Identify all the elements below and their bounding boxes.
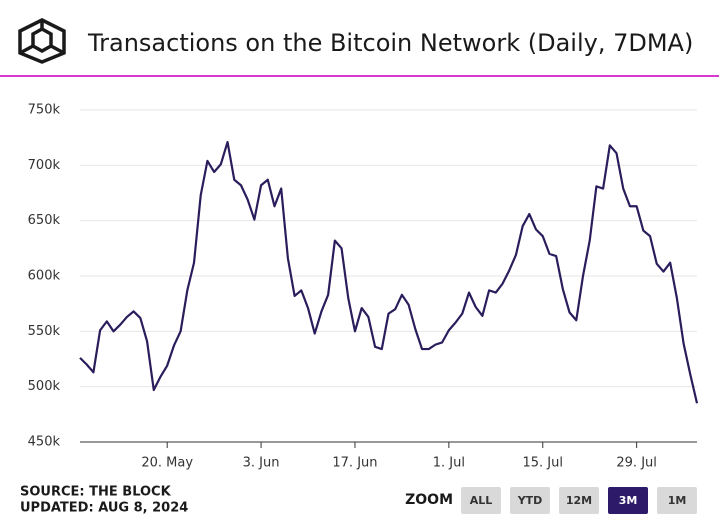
zoom-button-label[interactable]: 3M — [619, 494, 638, 507]
zoom-button-bg[interactable] — [559, 487, 599, 514]
x-tick-label: 29. Jul — [616, 456, 657, 471]
zoom-button-label[interactable]: YTD — [517, 494, 543, 507]
data-line — [79, 140, 699, 404]
zoom-button-bg[interactable] — [461, 487, 501, 514]
zoom-button-bg[interactable] — [510, 487, 550, 514]
zoom-label: ZOOM — [405, 492, 453, 508]
y-tick-label: 750k — [28, 103, 61, 118]
title: Transactions on the Bitcoin Network (Dai… — [87, 29, 693, 57]
zoom-button[interactable]: YTD — [510, 487, 550, 514]
y-tick-label: 700k — [28, 158, 61, 173]
x-tick-label: 1. Jul — [433, 456, 465, 471]
y-tick-label: 500k — [28, 379, 61, 394]
zoom-button-label[interactable]: 1M — [668, 494, 687, 507]
zoom-button-bg[interactable] — [657, 487, 697, 514]
y-tick-label: 550k — [28, 324, 61, 339]
x-tick-label: 3. Jun — [243, 456, 280, 471]
zoom-button-label[interactable]: 12M — [566, 494, 592, 507]
x-tick-label: 15. Jul — [523, 456, 564, 471]
zoom-button[interactable]: ALL — [461, 487, 501, 514]
zoom-button[interactable]: 12M — [559, 487, 599, 514]
updated: UPDATED: AUG 8, 2024 — [20, 501, 188, 516]
zoom-button-label[interactable]: ALL — [470, 494, 493, 507]
zoom-button[interactable]: 1M — [657, 487, 697, 514]
y-tick-label: 650k — [28, 213, 61, 228]
y-tick-label: 450k — [28, 435, 61, 450]
zoom-button-bg[interactable] — [608, 487, 648, 514]
x-tick-label: 20. May — [141, 456, 193, 471]
y-tick-label: 600k — [28, 269, 61, 284]
logo — [18, 18, 66, 64]
x-tick-label: 17. Jun — [332, 456, 377, 471]
source: SOURCE: THE BLOCK — [20, 485, 172, 500]
zoom-button[interactable]: 3M — [608, 487, 648, 514]
